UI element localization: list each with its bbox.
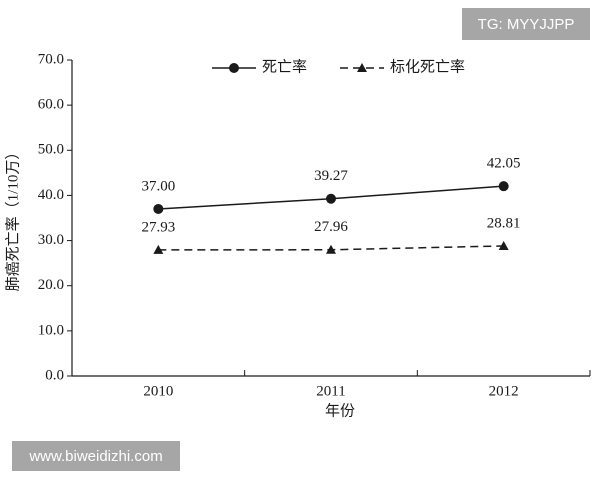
y-axis-label: 肺癌死亡率（1/10万） [4, 145, 21, 292]
data-label: 42.05 [487, 156, 521, 172]
point [498, 181, 509, 192]
y-tick-label: 70.0 [38, 51, 64, 67]
data-label: 28.81 [487, 215, 521, 231]
y-tick-label: 30.0 [38, 232, 64, 248]
legend-marker [229, 63, 239, 73]
x-tick-label: 2011 [316, 383, 345, 399]
legend-label: 死亡率 [262, 58, 307, 75]
x-tick-label: 2012 [489, 383, 519, 399]
watermark-box [462, 8, 590, 40]
y-tick-label: 40.0 [38, 187, 64, 203]
x-axis-label: 年份 [325, 402, 355, 419]
y-tick-label: 60.0 [38, 97, 64, 113]
x-tick-label: 2010 [143, 383, 173, 399]
watermark: www.biweidizhi.com [28, 448, 162, 465]
legend-marker [357, 63, 367, 72]
y-tick-label: 50.0 [38, 142, 64, 158]
point [326, 193, 336, 204]
data-label: 39.27 [314, 168, 348, 184]
data-label: 37.00 [141, 178, 175, 194]
y-tick-label: 0.0 [45, 367, 64, 383]
point [498, 240, 509, 250]
data-label: 27.93 [141, 219, 175, 235]
point [153, 203, 164, 214]
point [153, 244, 164, 254]
data-label: 27.96 [314, 219, 348, 235]
point [326, 244, 336, 254]
y-tick-label: 20.0 [38, 277, 64, 293]
legend-label: 标化死亡率 [390, 58, 465, 75]
watermark: TG: MYYJJPP [478, 16, 575, 33]
watermark-box [12, 441, 180, 471]
y-tick-label: 10.0 [38, 322, 64, 338]
